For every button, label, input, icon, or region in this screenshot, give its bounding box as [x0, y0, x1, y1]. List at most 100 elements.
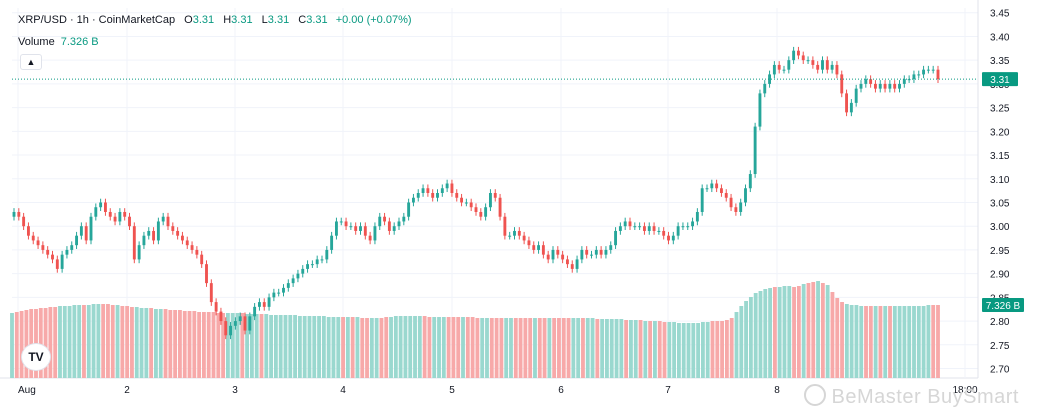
high-value: 3.31	[231, 14, 253, 26]
candle-body	[590, 254, 593, 256]
x-tick-label: 8	[774, 385, 780, 396]
volume-bar	[485, 318, 489, 378]
volume-bar	[518, 318, 523, 378]
candle-body	[51, 254, 54, 260]
volume-bar	[494, 318, 499, 378]
candle-body	[161, 216, 165, 222]
volume-bar	[710, 321, 715, 378]
volume-bar	[676, 323, 681, 378]
volume-bar	[197, 312, 202, 378]
volume-bar	[700, 322, 705, 378]
candle-body	[801, 55, 805, 61]
candle-body	[339, 221, 343, 223]
candle-body	[748, 174, 752, 189]
candle-body	[551, 249, 555, 260]
volume-bar	[321, 316, 326, 378]
volume-bar	[96, 304, 101, 378]
volume-bar	[120, 306, 125, 378]
volume-bar	[854, 305, 859, 378]
volume-bar	[307, 316, 312, 378]
volume-bar	[523, 318, 528, 378]
last-volume-tag-label: 7.326 B	[986, 301, 1021, 312]
candle-body	[436, 193, 439, 198]
candle-body	[118, 211, 122, 222]
candle-body	[421, 188, 425, 193]
volume-bar	[902, 306, 907, 378]
candle-body	[378, 216, 382, 227]
candle-body	[628, 221, 632, 227]
volume-bar	[259, 314, 264, 378]
candle-body	[344, 221, 348, 227]
candle-body	[893, 83, 897, 89]
candle-body	[426, 188, 430, 193]
volume-bar	[475, 318, 480, 378]
candle-body	[811, 60, 815, 65]
candle-body	[171, 226, 175, 231]
candle-body	[31, 235, 35, 241]
volume-bar	[134, 307, 139, 378]
candle-body	[912, 74, 916, 80]
volume-bar	[62, 306, 67, 378]
volume-bar	[897, 306, 902, 378]
price-tags: 3.31 7.326 B	[12, 72, 1024, 312]
volume-bar	[777, 287, 782, 378]
candle-body	[195, 249, 199, 255]
volume-bar	[931, 305, 936, 378]
volume-bar	[38, 308, 43, 378]
candle-body	[248, 316, 252, 331]
volume-bar	[912, 306, 916, 378]
volume-bar	[470, 317, 475, 378]
volume-bar	[297, 316, 302, 378]
candle-body	[233, 321, 237, 326]
volume-bar	[648, 321, 653, 378]
candle-body	[936, 69, 940, 80]
candle-body	[440, 188, 444, 193]
volume-bar	[816, 281, 820, 378]
candle-body	[830, 64, 834, 70]
volume-bar	[840, 302, 844, 378]
candle-body	[373, 226, 377, 241]
candle-body	[777, 64, 781, 70]
chevron-up-icon[interactable]: ▲	[20, 54, 42, 70]
candle-body	[527, 240, 531, 246]
volume-bar	[408, 316, 413, 378]
x-tick-label: 4	[340, 385, 346, 396]
volume-bar	[763, 289, 768, 378]
volume-bar	[830, 292, 835, 378]
volume-bar	[317, 316, 321, 378]
volume-bar	[681, 323, 686, 378]
candle-body	[633, 226, 637, 228]
candle-body	[46, 249, 50, 255]
candle-body	[407, 202, 411, 217]
candle-body	[787, 60, 791, 70]
volume-bar	[662, 322, 667, 378]
volume-bar	[245, 314, 250, 378]
volume-bar	[77, 305, 82, 378]
candle-body	[493, 193, 497, 198]
volume-bar	[139, 308, 144, 378]
candle-body	[902, 79, 906, 84]
volume-bar	[24, 310, 29, 378]
candle-body	[383, 216, 387, 222]
candle-body	[253, 306, 257, 317]
tradingview-logo[interactable]: TV	[22, 344, 50, 370]
candle-body	[291, 278, 295, 284]
candle-body	[60, 254, 64, 269]
candle-body	[267, 297, 271, 307]
candle-body	[75, 235, 79, 246]
candle-body	[580, 249, 584, 260]
volume-bar	[446, 317, 451, 378]
volume-bar	[729, 318, 734, 378]
volume-label: Volume	[18, 36, 55, 48]
candle-body	[402, 216, 406, 222]
volume-bar	[101, 304, 106, 378]
candle-body	[845, 93, 849, 113]
volume-bar	[753, 293, 758, 378]
candle-body	[647, 226, 651, 231]
candle-body	[224, 321, 228, 336]
y-tick-label: 2.75	[990, 341, 1010, 352]
volume-bar	[499, 318, 504, 378]
candle-body	[623, 221, 627, 227]
volume-bar	[288, 315, 293, 378]
